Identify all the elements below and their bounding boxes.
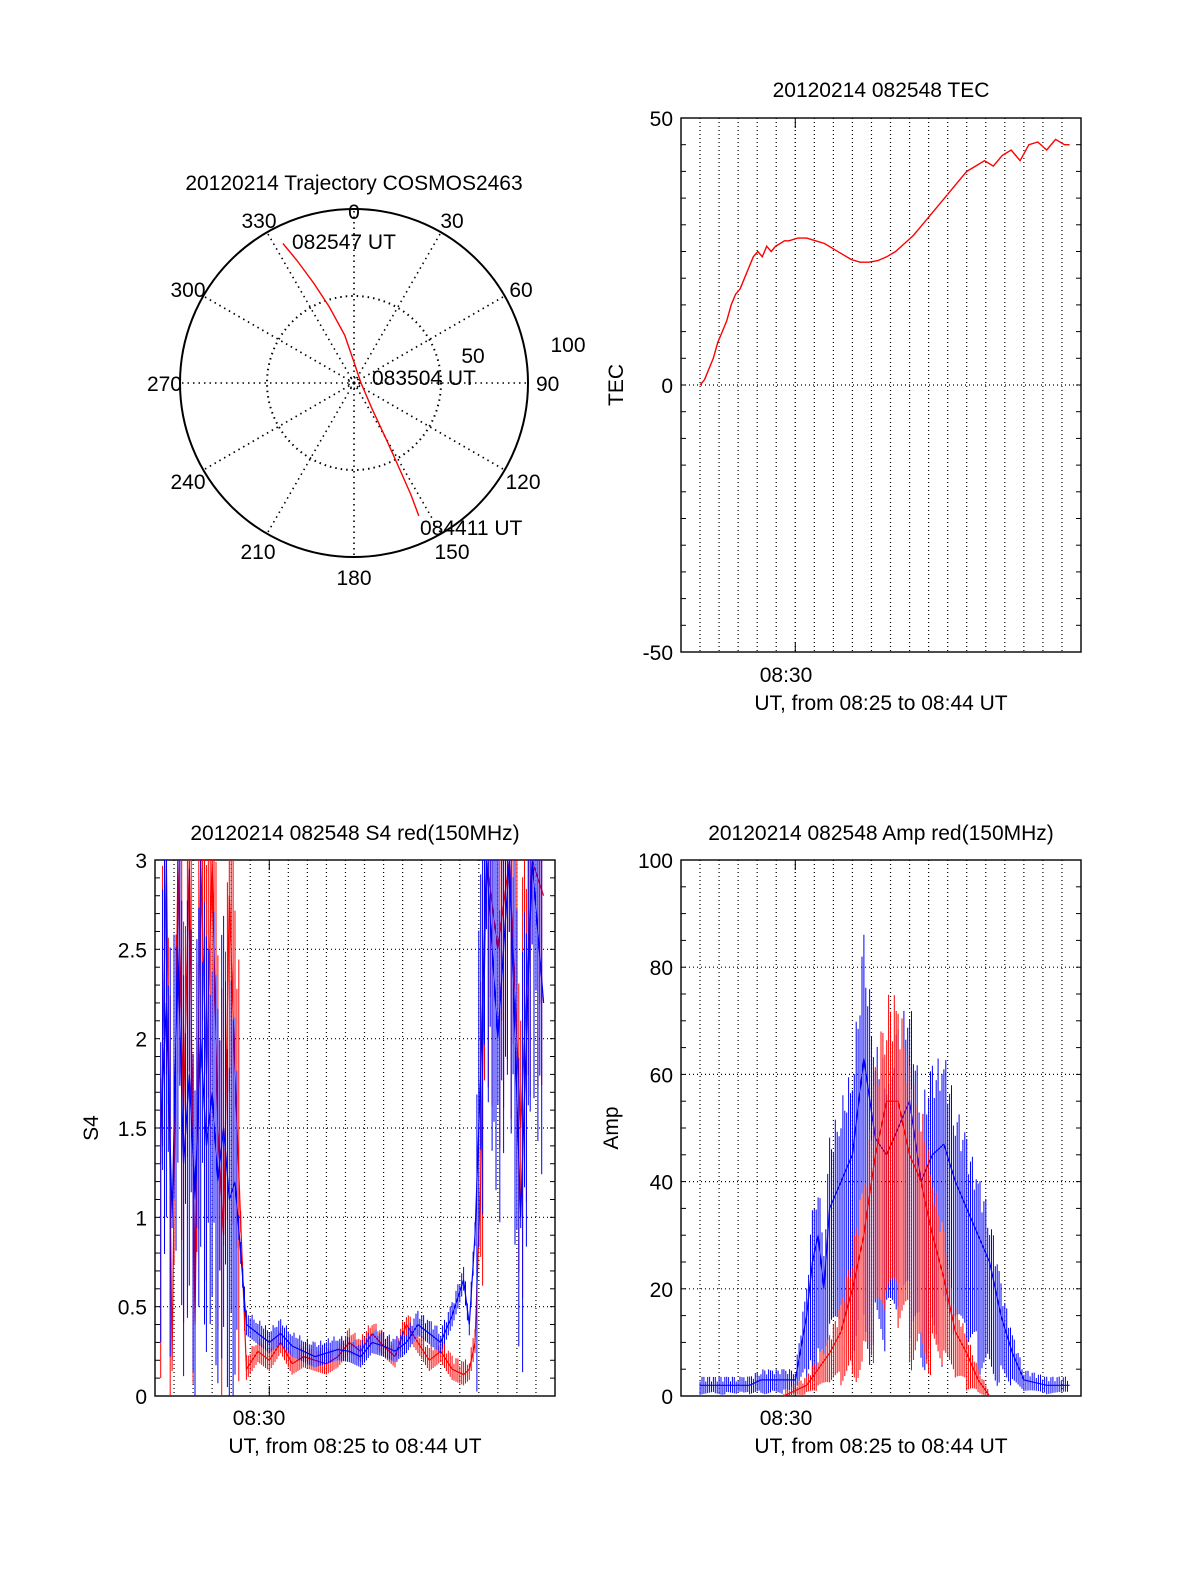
tec-frame	[680, 117, 1082, 653]
polar-ring-label-100: 100	[550, 334, 585, 357]
polar-annotation-2: 084411 UT	[420, 517, 523, 540]
polar-azimuth-label-300: 300	[170, 279, 205, 302]
polar-center-mark	[348, 377, 360, 389]
tec-y-tick-labels: -50 0 50	[643, 108, 673, 665]
s4-y-tick-label-1: 0.5	[118, 1297, 147, 1320]
polar-spoke-30	[353, 231, 442, 384]
amp-x-tick-label: 08:30	[760, 1407, 813, 1430]
polar-annotation-0: 082547 UT	[292, 231, 396, 254]
amp-y-tick-label-2: 40	[650, 1172, 673, 1195]
polar-azimuth-label-120: 120	[505, 471, 540, 494]
polar-annotations: 082547 UT 083504 UT 084411 UT	[292, 231, 523, 540]
polar-azimuth-label-270: 270	[147, 373, 182, 396]
polar-spoke-120	[353, 382, 506, 471]
tec-x-axis-label: UT, from 08:25 to 08:44 UT	[754, 692, 1007, 715]
polar-outer-circle	[179, 208, 529, 558]
polar-azimuth-label-210: 210	[240, 541, 275, 564]
polar-azimuth-label-330: 330	[241, 210, 276, 233]
s4-y-tick-label-5: 2.5	[118, 939, 147, 962]
s4-y-tick-label-0: 0	[135, 1386, 147, 1409]
s4-y-tick-label-2: 1	[135, 1207, 147, 1230]
polar-grid	[179, 208, 529, 558]
polar-azimuth-label-30: 30	[440, 210, 463, 233]
polar-spoke-60	[353, 295, 506, 384]
amp-chart: 20120214 082548 Amp red(150MHz) 0 20 40 60 8…	[600, 822, 1082, 1458]
amp-y-tick-label-0: 0	[661, 1386, 673, 1409]
tec-x-tick-label: 08:30	[760, 664, 813, 687]
amp-y-tick-label-1: 20	[650, 1279, 673, 1302]
tec-y-axis-label: TEC	[605, 364, 628, 406]
amp-y-tick-label-5: 100	[638, 850, 673, 873]
s4-y-tick-labels: 0 0.5 1 1.5 2 2.5 3	[118, 850, 147, 1409]
polar-azimuth-label-180: 180	[336, 567, 371, 590]
tec-y-tick-label-0: -50	[643, 642, 673, 665]
polar-spoke-240	[202, 382, 355, 471]
tec-y-tick-label-2: 50	[650, 108, 673, 131]
s4-y-tick-label-3: 1.5	[118, 1118, 147, 1141]
polar-azimuth-label-0: 0	[348, 201, 360, 224]
polar-trajectory-series	[282, 243, 420, 517]
amp-noise-red	[783, 994, 989, 1396]
polar-annotation-1: 083504 UT	[372, 367, 476, 390]
amp-x-axis-label: UT, from 08:25 to 08:44 UT	[754, 1435, 1007, 1458]
amp-noise-blue	[699, 934, 1068, 1395]
polar-spoke-300	[202, 295, 355, 384]
tec-title: 20120214 082548 TEC	[773, 79, 990, 102]
amp-series	[699, 934, 1070, 1397]
tec-line-red	[699, 138, 1070, 386]
s4-y-axis-label: S4	[80, 1115, 103, 1141]
polar-spoke-330	[266, 231, 355, 384]
polar-ring-50	[266, 295, 442, 471]
s4-y-tick-label-6: 3	[135, 850, 147, 873]
amp-y-tick-label-3: 60	[650, 1064, 673, 1087]
polar-trajectory-line-0	[282, 243, 420, 517]
polar-azimuth-label-150: 150	[434, 541, 469, 564]
s4-frame	[154, 859, 556, 1397]
amp-title: 20120214 082548 Amp red(150MHz)	[708, 822, 1054, 845]
s4-y-tick-label-4: 2	[135, 1029, 147, 1052]
tec-grid	[680, 117, 1082, 653]
s4-x-tick-label: 08:30	[233, 1407, 286, 1430]
polar-spoke-150	[353, 382, 442, 535]
s4-chart: 20120214 082548 S4 red(150MHz) 0 0.5 1 1.5 2…	[80, 822, 556, 1458]
polar-ring-label-50: 50	[461, 345, 484, 368]
polar-azimuth-label-90: 90	[536, 373, 559, 396]
tec-chart: 20120214 082548 TEC -50 0 50 08:30 UT, fro…	[605, 79, 1082, 715]
polar-spoke-210	[266, 382, 355, 535]
s4-x-axis-label: UT, from 08:25 to 08:44 UT	[228, 1435, 481, 1458]
polar-trajectory-chart: 20120214 Trajectory COSMOS2463 0 30 60 90 12…	[147, 172, 586, 590]
tec-y-tick-label-1: 0	[661, 375, 673, 398]
tec-series	[699, 138, 1070, 386]
amp-y-tick-labels: 0 20 40 60 80 100	[638, 850, 673, 1409]
polar-azimuth-label-60: 60	[509, 279, 532, 302]
s4-series	[160, 859, 545, 1396]
amp-frame	[680, 859, 1082, 1397]
s4-noise-blue	[160, 860, 543, 1396]
polar-title: 20120214 Trajectory COSMOS2463	[185, 172, 522, 195]
s4-title: 20120214 082548 S4 red(150MHz)	[190, 822, 519, 845]
polar-azimuth-labels: 0 30 60 90 120 150 180 210 240 270 300 330	[147, 201, 559, 590]
polar-azimuth-label-240: 240	[170, 471, 205, 494]
amp-y-axis-label: Amp	[600, 1106, 623, 1149]
amp-y-tick-label-4: 80	[650, 957, 673, 980]
